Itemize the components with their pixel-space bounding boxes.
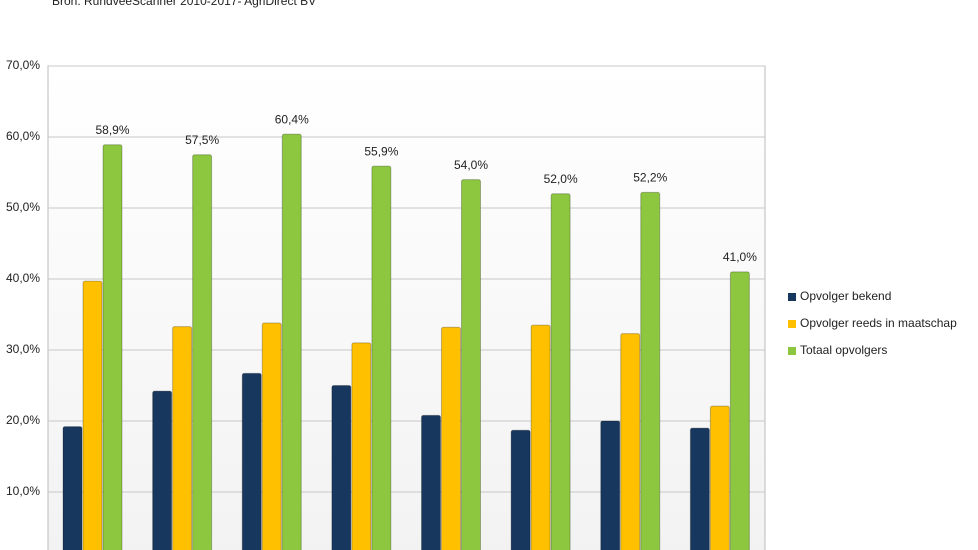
bar bbox=[530, 324, 551, 550]
data-label: 55,9% bbox=[364, 144, 398, 158]
bar bbox=[640, 191, 661, 550]
data-label: 60,4% bbox=[275, 112, 309, 126]
bar bbox=[82, 280, 103, 550]
data-label: 54,0% bbox=[454, 158, 488, 172]
bar bbox=[192, 154, 213, 550]
data-label: 57,5% bbox=[185, 133, 219, 147]
legend-label: Opvolger reeds in maatschap bbox=[800, 316, 957, 330]
bar bbox=[421, 414, 441, 550]
data-label: 58,9% bbox=[95, 123, 129, 137]
legend-label: Totaal opvolgers bbox=[800, 343, 887, 357]
bar bbox=[600, 420, 621, 550]
bar bbox=[441, 326, 461, 550]
bar bbox=[689, 427, 710, 550]
y-tick-label: 20,0% bbox=[6, 413, 40, 427]
data-label: 52,0% bbox=[544, 172, 578, 186]
y-tick-label: 30,0% bbox=[6, 342, 40, 356]
bar bbox=[620, 333, 641, 550]
bar bbox=[102, 144, 123, 550]
y-tick-label: 60,0% bbox=[6, 129, 40, 143]
bar bbox=[729, 271, 750, 550]
bar bbox=[461, 179, 481, 550]
y-tick-label: 40,0% bbox=[6, 271, 40, 285]
bar bbox=[371, 165, 392, 550]
legend-swatch bbox=[788, 347, 796, 355]
data-label: 41,0% bbox=[723, 250, 757, 264]
y-tick-label: 50,0% bbox=[6, 200, 40, 214]
bar bbox=[261, 322, 282, 550]
bar bbox=[331, 385, 352, 550]
bar bbox=[62, 426, 83, 550]
y-tick-label: 70,0% bbox=[6, 58, 40, 72]
y-tick-label: 10,0% bbox=[6, 484, 40, 498]
data-label: 52,2% bbox=[633, 171, 667, 185]
bar bbox=[281, 133, 302, 550]
legend-swatch bbox=[788, 293, 796, 301]
bar bbox=[550, 193, 571, 550]
bar bbox=[241, 372, 262, 550]
bar bbox=[172, 326, 193, 550]
legend-swatch bbox=[788, 320, 796, 328]
bar bbox=[709, 405, 730, 550]
legend-label: Opvolger bekend bbox=[800, 289, 891, 303]
bar bbox=[351, 342, 372, 550]
bar bbox=[510, 429, 531, 550]
bar bbox=[152, 390, 173, 550]
chart-subtitle: Bron: RundveeScanner 2010-2017- AgriDire… bbox=[52, 0, 316, 8]
